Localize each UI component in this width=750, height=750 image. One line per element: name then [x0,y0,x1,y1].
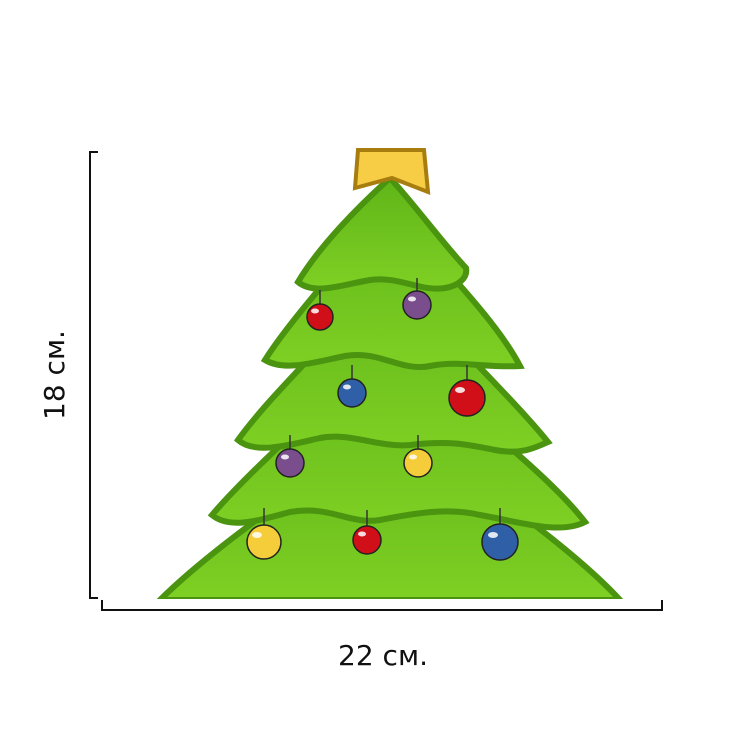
width-label: 22 см. [338,639,428,672]
tree [156,148,624,599]
dimension-lines [89,151,663,611]
height-label: 18 см. [38,330,71,420]
